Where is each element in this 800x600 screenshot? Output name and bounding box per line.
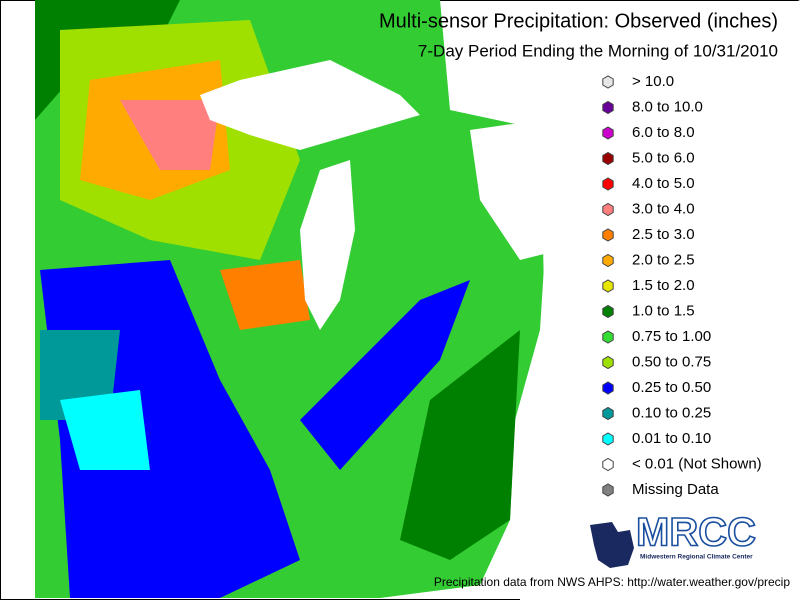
legend-label: 1.0 to 1.5 [632, 302, 695, 319]
legend-label: 2.0 to 2.5 [632, 251, 695, 268]
legend-label: 0.75 to 1.00 [632, 328, 711, 345]
legend-swatch [602, 279, 614, 293]
logo-name: MRCC [636, 511, 756, 555]
precip-blue-2 [300, 280, 470, 470]
map [35, 0, 800, 600]
legend-swatch [602, 355, 614, 370]
precip-dark-se [400, 330, 520, 560]
legend-swatch [602, 75, 614, 89]
legend-label: 4.0 to 5.0 [632, 175, 695, 192]
legend-label: 5.0 to 6.0 [632, 149, 695, 166]
precip-cyan [60, 390, 150, 470]
logo-icon [590, 522, 634, 568]
legend-swatch [602, 304, 614, 319]
legend-swatch [602, 100, 614, 115]
legend-label: 6.0 to 8.0 [632, 124, 695, 141]
precip-orange-2 [220, 260, 310, 330]
legend-swatch [602, 432, 614, 446]
legend-swatch [602, 177, 614, 191]
legend-swatch [602, 202, 614, 217]
precip-pink [120, 100, 220, 170]
title: Multi-sensor Precipitation: Observed (in… [379, 10, 778, 32]
legend-label: 1.5 to 2.0 [632, 277, 695, 294]
lake-superior [200, 60, 420, 150]
legend-swatch [602, 126, 614, 140]
subtitle: 7-Day Period Ending the Morning of 10/31… [418, 41, 778, 60]
legend-label: 8.0 to 10.0 [632, 98, 703, 115]
legend-swatch [602, 330, 614, 344]
legend-swatch [602, 483, 614, 497]
legend-label: 0.10 to 0.25 [632, 404, 711, 421]
legend-label: < 0.01 (Not Shown) [632, 455, 762, 472]
legend-label: 0.01 to 0.10 [632, 430, 711, 447]
lake-huron [470, 120, 560, 260]
footer: Precipitation data from NWS AHPS: http:/… [434, 575, 790, 589]
legend-swatch [602, 381, 614, 395]
logo: MRCC Midwestern Regional Climate Center [590, 510, 757, 568]
legend-label: > 10.0 [632, 73, 674, 90]
legend: > 10.0 8.0 to 10.0 6.0 to 8.0 5.0 to 6.0 4.0… [602, 73, 762, 498]
legend-label: Missing Data [632, 481, 719, 498]
lake-michigan [300, 160, 355, 330]
legend-label: 0.50 to 0.75 [632, 353, 711, 370]
legend-swatch [602, 253, 614, 268]
legend-swatch [602, 457, 614, 472]
legend-label: 2.5 to 3.0 [632, 226, 695, 243]
legend-label: 3.0 to 4.0 [632, 200, 695, 217]
logo-full-name: Midwestern Regional Climate Center [640, 554, 753, 561]
legend-swatch [602, 228, 614, 242]
legend-swatch [602, 406, 614, 421]
canada [520, 0, 800, 600]
legend-swatch [602, 151, 614, 166]
legend-label: 0.25 to 0.50 [632, 379, 711, 396]
